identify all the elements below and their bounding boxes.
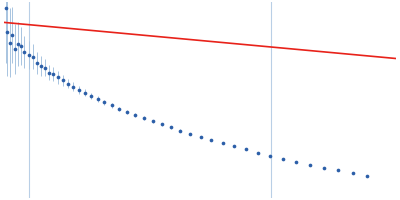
- Point: [280, 157, 286, 160]
- Point: [21, 51, 28, 54]
- Point: [38, 65, 44, 68]
- Point: [34, 62, 40, 65]
- Point: [158, 123, 165, 126]
- Point: [208, 138, 215, 142]
- Point: [9, 33, 15, 37]
- Point: [167, 126, 174, 129]
- Point: [242, 148, 249, 151]
- Point: [124, 110, 130, 113]
- Point: [116, 107, 122, 110]
- Point: [255, 151, 261, 154]
- Point: [350, 171, 356, 175]
- Point: [6, 41, 13, 44]
- Point: [267, 154, 274, 157]
- Point: [220, 142, 226, 145]
- Point: [293, 160, 300, 164]
- Point: [187, 132, 194, 135]
- Point: [198, 135, 204, 138]
- Point: [70, 85, 77, 88]
- Point: [25, 54, 32, 57]
- Point: [231, 145, 238, 148]
- Point: [60, 79, 66, 82]
- Point: [132, 113, 139, 116]
- Point: [18, 44, 24, 48]
- Point: [95, 98, 101, 101]
- Point: [177, 129, 184, 132]
- Point: [140, 116, 147, 120]
- Point: [101, 101, 108, 104]
- Point: [150, 120, 156, 123]
- Point: [46, 71, 52, 74]
- Point: [321, 167, 327, 170]
- Point: [2, 7, 9, 10]
- Point: [307, 163, 314, 167]
- Point: [76, 88, 82, 91]
- Point: [109, 104, 115, 107]
- Point: [4, 30, 10, 33]
- Point: [30, 55, 37, 58]
- Point: [335, 168, 341, 171]
- Point: [12, 47, 18, 51]
- Point: [88, 94, 94, 98]
- Point: [64, 82, 71, 85]
- Point: [42, 66, 48, 69]
- Point: [50, 73, 56, 76]
- Point: [364, 174, 371, 178]
- Point: [15, 43, 21, 46]
- Point: [55, 76, 61, 79]
- Point: [82, 91, 88, 95]
